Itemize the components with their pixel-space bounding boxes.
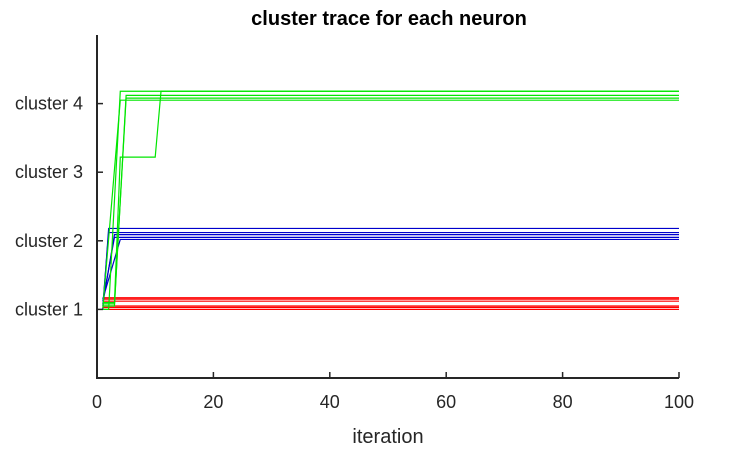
x-axis-label: iteration bbox=[352, 426, 423, 448]
neuron-trace-11 bbox=[102, 238, 679, 300]
y-tick-label: cluster 4 bbox=[15, 94, 83, 114]
x-tick-label: 60 bbox=[436, 392, 456, 412]
y-tick-label: cluster 1 bbox=[15, 299, 83, 319]
neuron-trace-8 bbox=[102, 231, 679, 307]
y-tick-label: cluster 2 bbox=[15, 231, 83, 251]
neuron-trace-9 bbox=[102, 234, 679, 305]
x-tick-label: 80 bbox=[553, 392, 573, 412]
x-tick-label: 40 bbox=[320, 392, 340, 412]
neuron-trace-15 bbox=[102, 99, 679, 309]
trace-group bbox=[102, 90, 679, 310]
chart-title: cluster trace for each neuron bbox=[251, 8, 527, 30]
x-tick-group: 0 20 40 60 80 100 bbox=[92, 372, 694, 412]
neuron-trace-16 bbox=[102, 90, 679, 304]
neuron-trace-10 bbox=[102, 236, 679, 302]
x-tick-label: 20 bbox=[203, 392, 223, 412]
y-tick-label: cluster 3 bbox=[15, 162, 83, 182]
neuron-trace-13 bbox=[102, 94, 679, 307]
neuron-trace-12 bbox=[102, 90, 679, 310]
y-tick-group: cluster 1 cluster 2 cluster 3 cluster 4 bbox=[15, 94, 103, 319]
x-tick-label: 0 bbox=[92, 392, 102, 412]
neuron-trace-14 bbox=[102, 97, 679, 305]
x-tick-label: 100 bbox=[664, 392, 694, 412]
